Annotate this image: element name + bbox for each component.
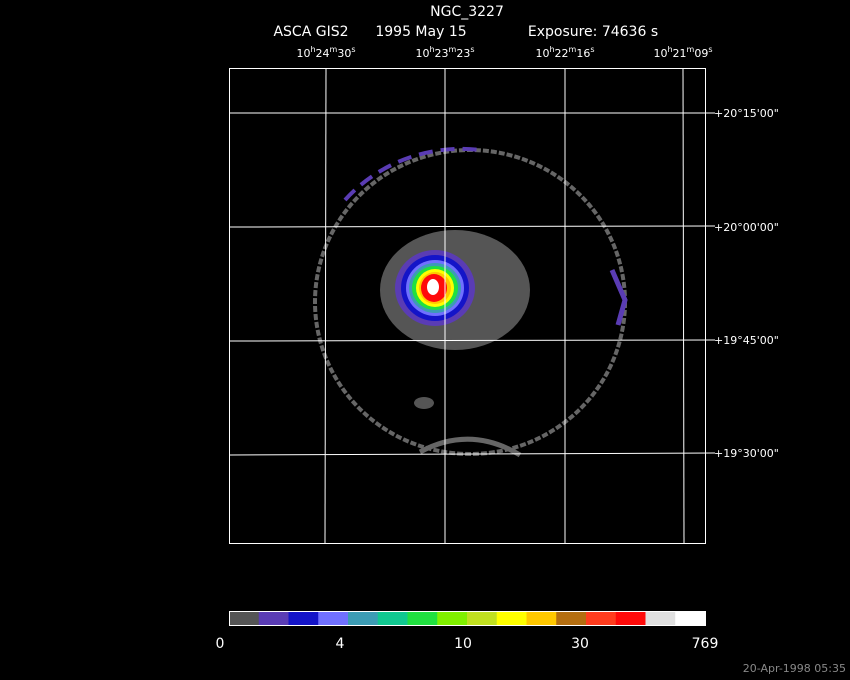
colorbar-label: 4 [336, 636, 345, 652]
ring-edge [609, 269, 628, 326]
ra-unit: m [449, 45, 457, 54]
ra-value: 10 [535, 47, 549, 60]
colorbar-segment [437, 611, 468, 625]
ra-value: 10 [653, 47, 667, 60]
colorbar-segment [675, 611, 706, 625]
colorbar-segment [229, 611, 260, 625]
grid-line [228, 225, 716, 228]
ra-unit: h [549, 45, 554, 54]
ra-value: 16 [576, 47, 590, 60]
ra-unit: m [330, 45, 338, 54]
ring-edge [343, 146, 481, 202]
ra-label: 10h21m09s [653, 45, 712, 60]
ra-unit: s [590, 45, 594, 54]
source [427, 279, 439, 295]
ra-label: 10h23m23s [415, 45, 474, 60]
instrument: ASCA GIS2 [273, 24, 348, 40]
colorbar-label: 769 [692, 636, 719, 652]
dec-label: +19°30'00" [714, 447, 779, 460]
exposure: Exposure: 74636 s [528, 24, 658, 40]
colorbar-segment [615, 611, 646, 625]
ra-label: 10h22m16s [535, 45, 594, 60]
ra-unit: h [310, 45, 315, 54]
ra-value: 24 [316, 47, 330, 60]
dec-labels: +20°15'00" +20°00'00" +19°45'00" +19°30'00" [714, 107, 779, 460]
colorbar-segment [526, 611, 557, 625]
colorbar-segment [645, 611, 676, 625]
ra-unit: s [470, 45, 474, 54]
dec-label: +19°45'00" [714, 334, 779, 347]
image [228, 67, 716, 544]
coordinate-grid [228, 67, 716, 544]
colorbar-label: 0 [216, 636, 225, 652]
ra-value: 30 [337, 47, 351, 60]
colorbar-segment [348, 611, 379, 625]
timestamp: 20-Apr-1998 05:35 [743, 662, 846, 675]
grid-line [682, 67, 685, 544]
ra-unit: s [708, 45, 712, 54]
ra-unit: m [687, 45, 695, 54]
dec-label: +20°15'00" [714, 107, 779, 120]
colorbar-segment [318, 611, 349, 625]
ra-labels: 10h24m30s 10h23m23s 10h22m16s 10h21m09s [296, 45, 712, 60]
title: NGC_3227 [430, 4, 504, 20]
grid-line [228, 339, 716, 342]
colorbar-segment [407, 611, 438, 625]
date: 1995 May 15 [375, 24, 466, 40]
colorbar-segment [467, 611, 498, 625]
colorbar-segment [377, 611, 408, 625]
colorbar-label: 10 [454, 636, 472, 652]
colorbar-segment [258, 611, 289, 625]
ra-value: 23 [456, 47, 470, 60]
ra-unit: h [429, 45, 434, 54]
ra-unit: s [351, 45, 355, 54]
ring-edge [418, 436, 522, 458]
colorbar-segment [586, 611, 617, 625]
ra-unit: m [569, 45, 577, 54]
colorbar-segment [288, 611, 319, 625]
ra-value: 10 [415, 47, 429, 60]
ra-label: 10h24m30s [296, 45, 355, 60]
ra-value: 10 [296, 47, 310, 60]
source [414, 397, 434, 409]
ra-value: 23 [435, 47, 449, 60]
colorbar-segment [556, 611, 587, 625]
colorbar-frame [229, 611, 706, 626]
grid-line [228, 452, 716, 456]
grid-line [324, 67, 327, 544]
ra-value: 22 [555, 47, 569, 60]
colorbar: 0 4 10 30 769 [216, 611, 719, 652]
ra-unit: h [667, 45, 672, 54]
colorbar-label: 30 [571, 636, 589, 652]
ra-value: 09 [694, 47, 708, 60]
colorbar-segment [496, 611, 527, 625]
ra-value: 21 [673, 47, 687, 60]
dec-label: +20°00'00" [714, 221, 779, 234]
